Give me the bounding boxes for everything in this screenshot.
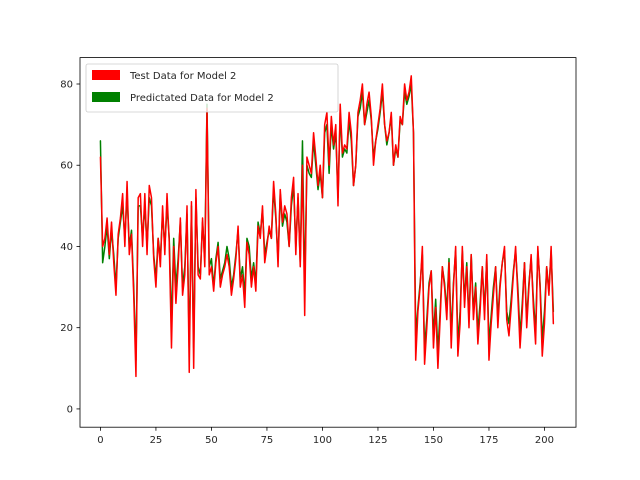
x-tick-label: 100 xyxy=(313,435,332,446)
legend-swatch-predicted xyxy=(92,92,120,102)
legend-swatch-test xyxy=(92,70,120,80)
y-tick-label: 80 xyxy=(60,80,73,91)
x-tick-label: 125 xyxy=(368,435,387,446)
legend-label-predicted: Predictated Data for Model 2 xyxy=(130,93,274,104)
x-tick-label: 200 xyxy=(535,435,554,446)
plot-background xyxy=(80,57,576,428)
y-tick-label: 20 xyxy=(60,323,73,334)
y-tick-label: 0 xyxy=(67,404,73,415)
x-tick-label: 75 xyxy=(261,435,274,446)
legend: Test Data for Model 2 Predictated Data f… xyxy=(85,63,339,113)
x-tick-label: 25 xyxy=(150,435,163,446)
legend-label-test: Test Data for Model 2 xyxy=(129,71,236,82)
x-tick-label: 175 xyxy=(479,435,498,446)
y-axis: 0 20 40 60 80 xyxy=(60,80,80,415)
legend-box xyxy=(85,63,339,113)
y-tick-label: 40 xyxy=(60,242,73,253)
x-tick-label: 150 xyxy=(424,435,443,446)
x-tick-label: 50 xyxy=(205,435,218,446)
x-axis: 0 25 50 75 100 125 150 175 200 xyxy=(97,427,554,446)
series-line-test xyxy=(99,75,555,378)
series-layer xyxy=(99,75,555,378)
y-tick-label: 60 xyxy=(60,161,73,172)
plot-frame xyxy=(79,57,577,428)
x-tick-label: 0 xyxy=(97,435,103,446)
